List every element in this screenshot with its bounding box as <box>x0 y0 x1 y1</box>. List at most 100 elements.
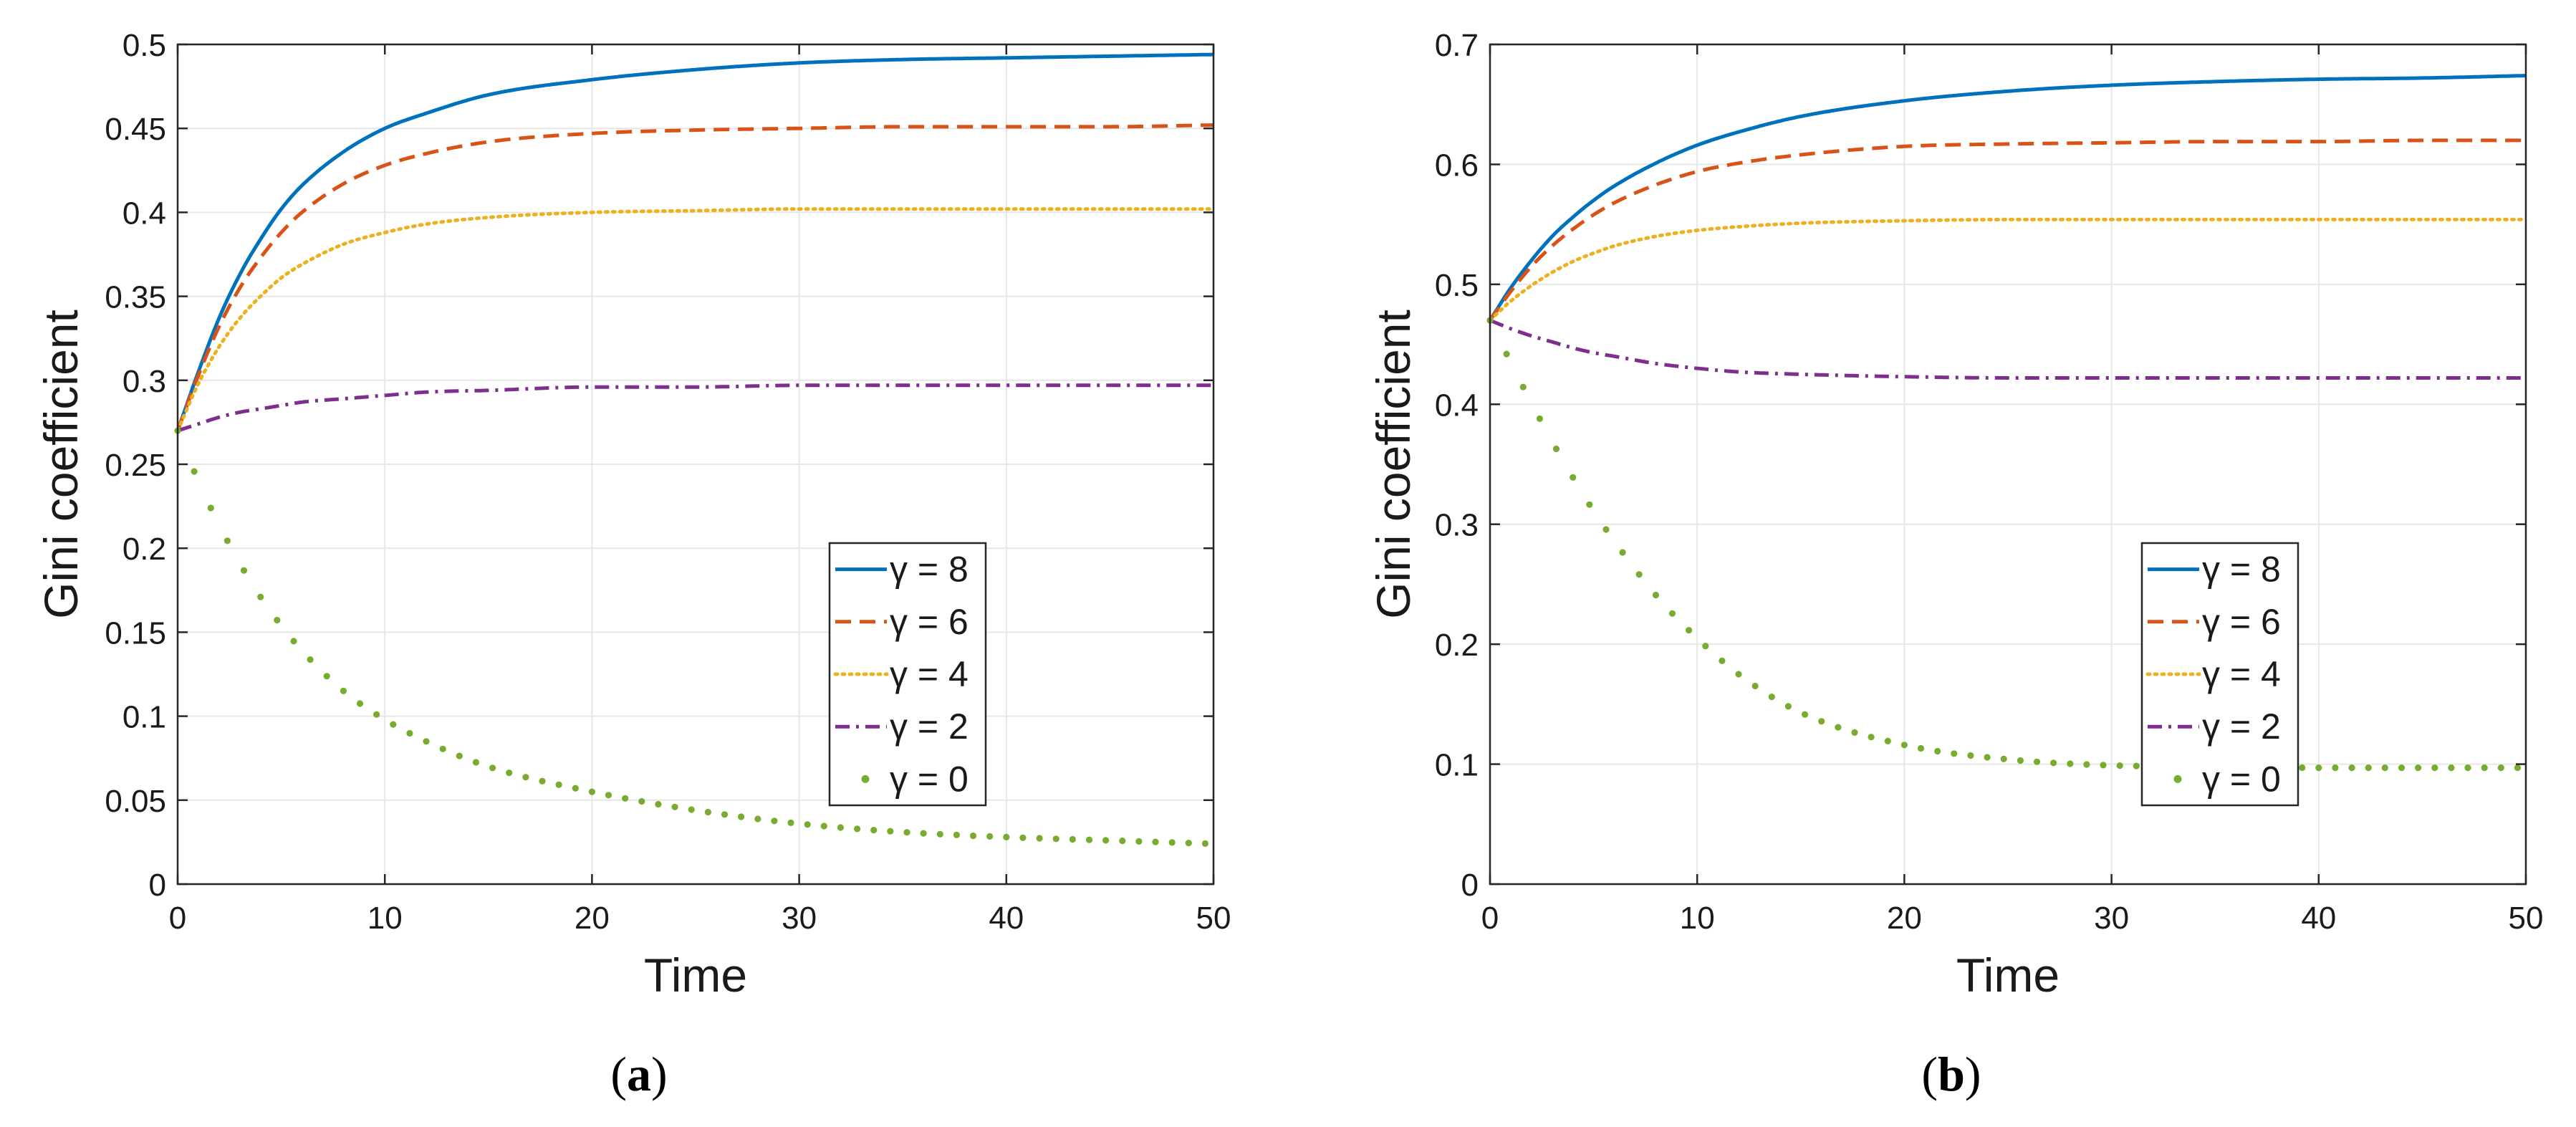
data-point <box>2398 764 2406 772</box>
series-gamma-6-line <box>176 123 1214 431</box>
y-tick-label: 0 <box>149 868 166 903</box>
series-gamma-4-line <box>1488 217 2528 322</box>
panel-b-series <box>1486 74 2528 772</box>
data-point <box>439 745 446 752</box>
data-point <box>539 777 546 785</box>
data-point <box>738 813 745 820</box>
data-point <box>854 825 861 833</box>
panel-b-caption-letter: b <box>1938 1047 1965 1101</box>
data-point <box>1536 415 1543 423</box>
data-point <box>1168 839 1176 846</box>
data-point <box>1519 383 1527 390</box>
legend-label: γ = 0 <box>890 759 969 799</box>
data-point <box>1719 657 1726 665</box>
legend-entry-gamma-2: γ = 2 <box>2148 706 2281 747</box>
data-point <box>522 774 529 781</box>
data-point <box>1602 526 1610 533</box>
panel-a-x-axis-label: Time <box>644 949 747 1002</box>
x-tick-label: 30 <box>782 901 817 936</box>
data-point <box>2133 762 2140 769</box>
data-point <box>1652 591 1659 599</box>
data-point <box>986 833 994 840</box>
x-tick-label: 20 <box>1887 901 1922 936</box>
data-point <box>1967 752 1974 759</box>
data-point <box>1635 571 1643 578</box>
panel-b: 0 10 20 30 40 50 0 0.1 0.2 0.3 0.4 0.5 0.6 0.7 Time G… <box>1367 28 2543 1101</box>
data-point <box>2348 764 2355 772</box>
data-point <box>1868 734 1875 741</box>
data-point <box>771 817 778 825</box>
data-point <box>1668 610 1676 617</box>
legend-label: γ = 2 <box>2202 706 2281 747</box>
legend-entry-gamma-6: γ = 6 <box>2148 602 2281 642</box>
data-point <box>472 759 480 766</box>
y-tick-label: 0.15 <box>105 615 166 651</box>
data-point <box>605 792 612 799</box>
data-point <box>787 819 794 826</box>
data-point <box>340 687 347 695</box>
panel-a-y-axis-label: Gini coefficient <box>34 310 87 619</box>
data-point <box>953 831 960 838</box>
data-point <box>704 808 712 816</box>
x-tick-label: 10 <box>1680 901 1715 936</box>
data-point <box>1503 350 1510 358</box>
data-point <box>2431 764 2438 772</box>
series-gamma-8-line <box>176 52 1213 431</box>
x-tick-label: 50 <box>1196 901 1231 936</box>
panel-b-y-axis-label: Gini coefficient <box>1367 310 1420 619</box>
data-point <box>2299 764 2306 772</box>
panel-b-frame <box>1489 43 2527 886</box>
data-point <box>1135 838 1143 845</box>
data-point <box>1900 742 1908 749</box>
data-point <box>2481 764 2488 772</box>
legend-label: γ = 0 <box>2202 759 2281 799</box>
data-point <box>489 764 496 772</box>
legend-entry-gamma-8: γ = 8 <box>835 550 969 590</box>
data-point <box>622 795 629 802</box>
data-point <box>1702 643 1709 650</box>
data-point <box>1917 744 1925 752</box>
data-point <box>1052 835 1059 843</box>
panel-a-legend: γ = 8 γ = 6 γ = 4 γ = 2 γ = 0 <box>828 542 987 807</box>
data-point <box>207 504 214 512</box>
legend-label: γ = 6 <box>2202 602 2281 642</box>
data-point <box>1085 836 1093 843</box>
data-point <box>754 815 761 823</box>
data-point <box>1851 729 1858 736</box>
data-point <box>1119 838 1126 845</box>
y-tick-label: 0.5 <box>1435 268 1479 303</box>
y-tick-label: 0.1 <box>1435 748 1479 783</box>
y-tick-label: 0.45 <box>105 112 166 147</box>
y-tick-label: 0.25 <box>105 448 166 483</box>
data-point <box>671 803 678 810</box>
data-point <box>936 830 943 838</box>
data-point <box>373 711 380 718</box>
data-point <box>191 468 198 475</box>
x-tick-label: 0 <box>169 901 186 936</box>
panel-a-grid <box>178 44 1213 884</box>
data-point <box>257 593 264 600</box>
data-point <box>1003 833 1010 840</box>
panel-a-caption-letter: a <box>627 1047 651 1101</box>
data-point <box>356 700 364 707</box>
data-point <box>820 823 827 830</box>
x-tick-label: 30 <box>2094 901 2129 936</box>
data-point <box>870 827 878 834</box>
data-point <box>903 829 910 836</box>
legend-label: γ = 6 <box>890 602 969 642</box>
data-point <box>290 638 297 645</box>
data-point <box>969 832 977 840</box>
panel-b-grid <box>1490 44 2526 884</box>
data-point <box>456 752 463 759</box>
legend-label: γ = 8 <box>890 550 969 590</box>
legend-swatch <box>2173 774 2182 783</box>
y-tick-label: 0.3 <box>122 364 166 399</box>
y-tick-label: 0 <box>1461 868 1479 903</box>
legend-entry-gamma-4: γ = 4 <box>833 654 969 694</box>
data-point <box>1570 474 1577 481</box>
y-tick-label: 0.4 <box>122 196 166 231</box>
legend-entry-gamma-2: γ = 2 <box>835 706 969 747</box>
y-tick-label: 0.3 <box>1435 508 1479 543</box>
data-point <box>323 673 330 680</box>
data-point <box>1019 834 1027 841</box>
